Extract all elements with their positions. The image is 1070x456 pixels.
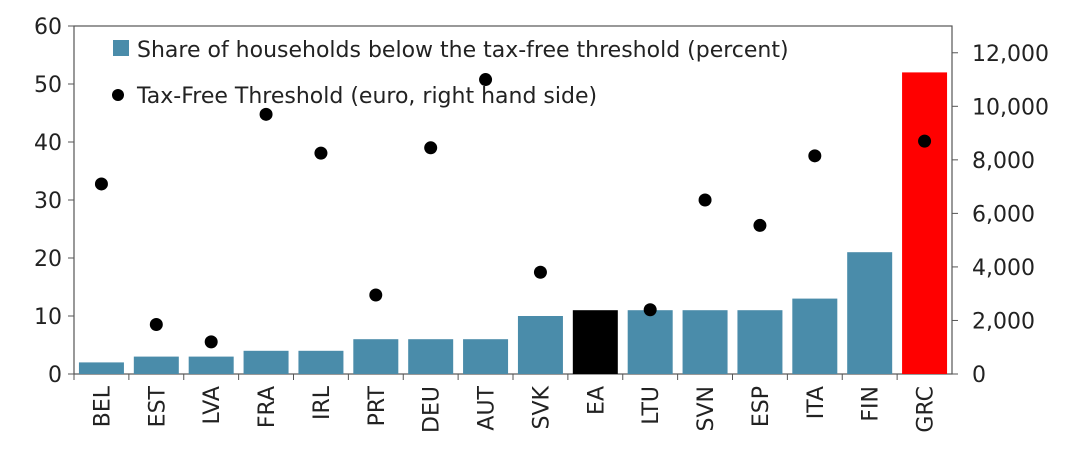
category-label: LTU: [639, 386, 664, 425]
left-tick-label: 40: [34, 131, 62, 156]
left-tick-label: 30: [34, 189, 62, 214]
dot-ltu: [643, 303, 657, 317]
dot-grc: [918, 134, 932, 148]
bar-ita: [792, 298, 838, 374]
dot-ita: [808, 149, 822, 163]
dot-svk: [533, 265, 547, 279]
category-label: SVK: [529, 385, 554, 429]
dot-bel: [94, 177, 108, 191]
category-label: EST: [145, 385, 170, 427]
category-label: AUT: [475, 385, 500, 430]
bar-fra: [243, 350, 289, 374]
bar-aut: [463, 339, 509, 374]
bar-ea: [572, 310, 618, 374]
category-label: IRL: [310, 385, 335, 420]
left-tick-label: 10: [34, 305, 62, 330]
bar-svn: [682, 310, 728, 374]
dot-aut: [479, 73, 493, 87]
bar-ltu: [627, 310, 673, 374]
category-label: GRC: [914, 386, 939, 433]
dot-est: [149, 317, 163, 331]
axes: 0 10 20 30 40 50 60 0 2,000 4,000 6,000 8,000 10,000…: [34, 15, 1049, 433]
bar-bel: [78, 362, 124, 374]
right-tick-label: 2,000: [972, 309, 1035, 334]
dot-fra: [259, 107, 273, 121]
bar-irl: [298, 350, 344, 374]
right-tick-label: 6,000: [972, 202, 1035, 227]
category-label: PRT: [365, 385, 390, 426]
right-tick-label: 12,000: [972, 42, 1049, 67]
legend-bar-swatch: [113, 40, 129, 56]
bar-deu: [408, 339, 454, 374]
category-label: BEL: [90, 385, 115, 427]
category-label: LVA: [200, 386, 225, 425]
dot-svn: [698, 193, 712, 207]
dot-deu: [424, 141, 438, 155]
left-tick-label: 0: [48, 363, 62, 388]
left-tick-label: 60: [34, 15, 62, 40]
right-tick-label: 0: [972, 363, 986, 388]
bar-est: [133, 356, 179, 374]
left-tick-label: 50: [34, 73, 62, 98]
bars: [78, 72, 948, 375]
legend: Share of households below the tax-free t…: [112, 38, 789, 109]
right-tick-label: 10,000: [972, 95, 1049, 120]
category-label: ITA: [804, 386, 829, 419]
category-label: FIN: [859, 386, 884, 422]
category-label: DEU: [420, 386, 445, 433]
right-tick-label: 4,000: [972, 256, 1035, 281]
right-tick-label: 8,000: [972, 149, 1035, 174]
bar-prt: [353, 339, 399, 374]
dot-lva: [204, 335, 218, 349]
dot-prt: [369, 288, 383, 302]
threshold-dots: [94, 73, 932, 349]
category-label: SVN: [694, 386, 719, 431]
dot-irl: [314, 146, 328, 160]
bar-grc: [902, 72, 948, 375]
bar-lva: [188, 356, 234, 374]
legend-dot-label: Tax-Free Threshold (euro, right hand sid…: [136, 84, 597, 109]
left-tick-label: 20: [34, 247, 62, 272]
dot-esp: [753, 218, 767, 232]
legend-dot-swatch: [112, 89, 124, 101]
bar-fin: [847, 252, 893, 374]
category-label: ESP: [749, 386, 774, 427]
bar-svk: [517, 316, 563, 374]
category-label: FRA: [255, 386, 280, 428]
legend-bar-label: Share of households below the tax-free t…: [137, 38, 789, 63]
category-label: EA: [584, 386, 609, 415]
bar-esp: [737, 310, 783, 374]
